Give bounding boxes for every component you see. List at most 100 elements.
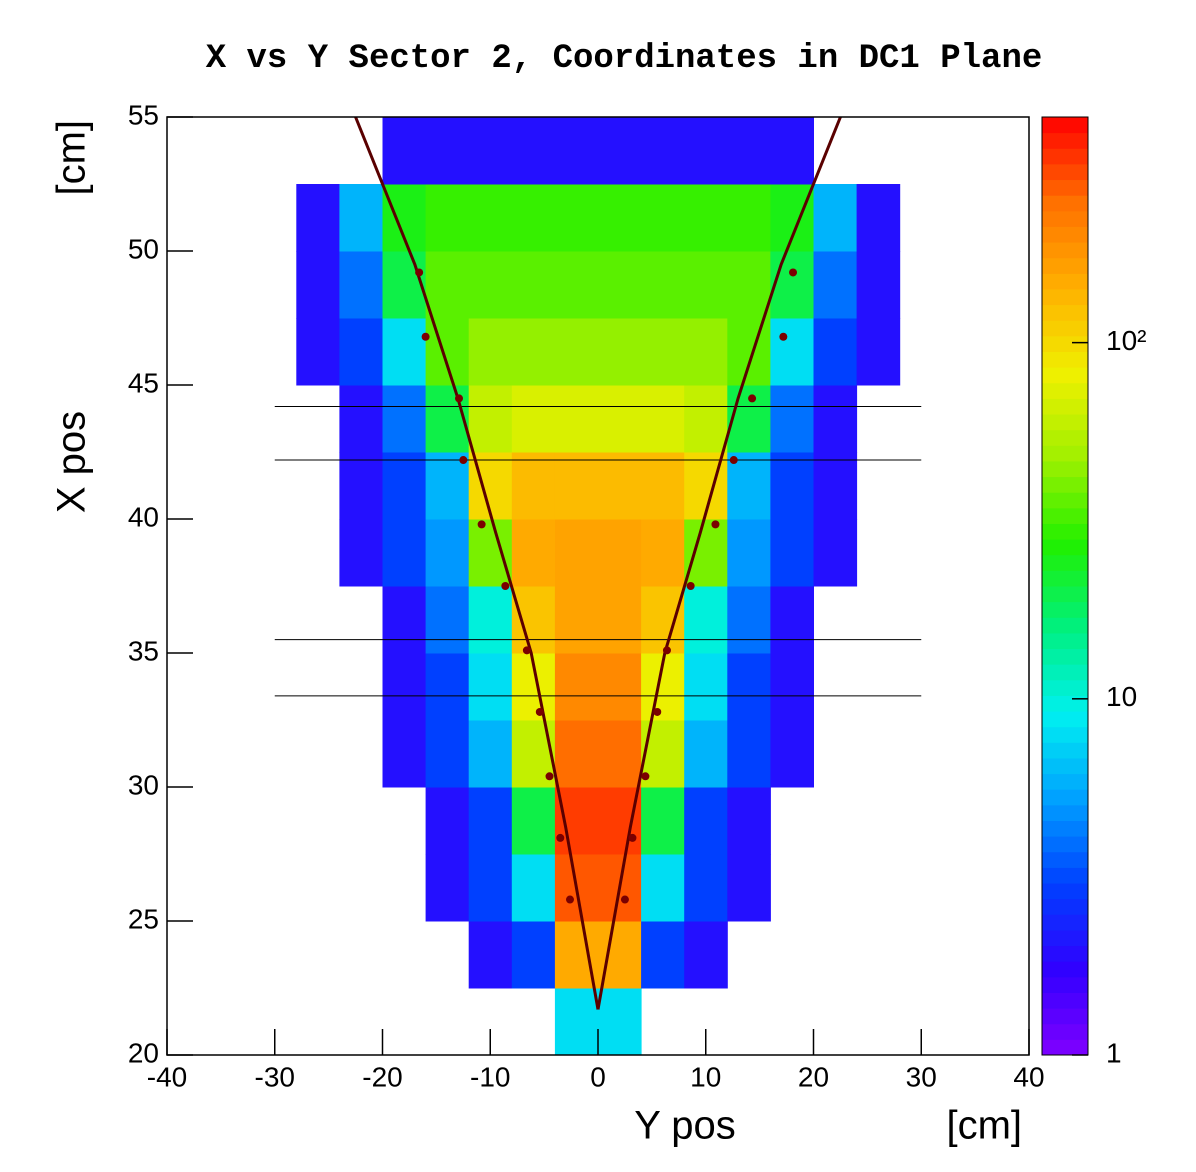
marker: [565, 895, 574, 904]
heatmap-cell: [684, 720, 728, 788]
marker: [620, 895, 629, 904]
heatmap-cell: [468, 385, 513, 453]
colorbar-segment: [1042, 820, 1088, 837]
colorbar-segment: [1042, 742, 1088, 759]
colorbar-segment: [1042, 851, 1088, 868]
x-tick-label: -40: [147, 1061, 187, 1092]
marker: [711, 520, 720, 529]
heatmap-cell: [339, 251, 383, 319]
colorbar-segment: [1042, 507, 1088, 524]
heatmap-cell: [856, 318, 901, 386]
heatmap-cell: [339, 452, 383, 520]
x-axis-unit: [cm]: [946, 1104, 1022, 1148]
heatmap-cell: [468, 854, 513, 922]
heatmap-cell: [684, 787, 728, 855]
colorbar-segment: [1042, 1039, 1088, 1056]
heatmap-cell: [598, 184, 642, 252]
heatmap-cell: [598, 720, 642, 788]
heatmap-cell: [813, 184, 858, 252]
heatmap-cell: [684, 854, 728, 922]
heatmap-cell: [770, 117, 814, 185]
heatmap-cell: [382, 117, 427, 185]
heatmap-cell: [468, 720, 513, 788]
heatmap-cell: [598, 452, 642, 520]
colorbar-segment: [1042, 163, 1088, 181]
heatmap-cell: [554, 586, 599, 654]
heatmap-cell: [770, 452, 814, 520]
marker: [686, 582, 695, 590]
heatmap-cell: [641, 519, 685, 587]
heatmap-cell: [598, 653, 642, 721]
heatmap-cell: [554, 519, 599, 587]
heatmap-cell: [727, 586, 771, 654]
heatmap-cell: [813, 385, 858, 453]
heatmap-cell: [641, 921, 685, 989]
heatmap-cell: [727, 519, 771, 587]
heatmap-cell: [770, 385, 814, 453]
heatmap-cell: [511, 519, 556, 587]
heatmap-cell: [468, 519, 513, 587]
heatmap-cell: [296, 251, 340, 319]
heatmap-cell: [382, 452, 427, 520]
heatmap-cell: [425, 251, 470, 319]
heatmap-cell: [425, 720, 470, 788]
x-tick-label: -30: [255, 1061, 295, 1092]
colorbar-segment: [1042, 195, 1088, 212]
heatmap-cell: [468, 318, 513, 386]
heatmap-cell: [598, 586, 642, 654]
colorbar-segment: [1042, 1023, 1088, 1040]
colorbar-segment: [1042, 288, 1088, 306]
heatmap-cell: [770, 720, 814, 788]
heatmap-cell: [684, 385, 728, 453]
heatmap-cell: [511, 117, 556, 185]
x-tick-label: 30: [906, 1061, 937, 1092]
heatmap-cell: [727, 184, 771, 252]
heatmap-cell: [425, 184, 470, 252]
colorbar-segment: [1042, 179, 1088, 196]
heatmap-cell: [382, 653, 427, 721]
heatmap-cell: [511, 385, 556, 453]
heatmap-cell: [727, 720, 771, 788]
heatmap-cell: [468, 184, 513, 252]
heatmap-cell: [727, 787, 771, 855]
colorbar-tick-label: 10: [1106, 681, 1137, 712]
colorbar-segment: [1042, 586, 1088, 603]
heatmap-cell: [425, 653, 470, 721]
colorbar-segment: [1042, 914, 1088, 931]
heatmap-cell: [641, 854, 685, 922]
heatmap-cell: [641, 251, 685, 319]
heatmap-cell: [684, 184, 728, 252]
colorbar-tick-label: 10²: [1106, 325, 1146, 356]
heatmap-cell: [598, 519, 642, 587]
heatmap-cell: [598, 318, 642, 386]
colorbar-segment: [1042, 148, 1088, 165]
heatmap-cell: [684, 519, 728, 587]
heatmap-cell: [382, 251, 427, 319]
heatmap-cell: [468, 921, 513, 989]
fit-line: [354, 116, 600, 1010]
heatmap-cell: [641, 787, 685, 855]
heatmap-cell: [856, 184, 901, 252]
heatmap-cell: [425, 854, 470, 922]
heatmap-cell: [727, 117, 771, 185]
colorbar-segment: [1042, 695, 1088, 712]
colorbar-segment: [1042, 836, 1088, 853]
marker: [662, 646, 671, 655]
heatmap-cell: [468, 787, 513, 855]
colorbar-segment: [1042, 945, 1088, 962]
y-tick-label: 30: [128, 769, 159, 800]
y-axis-title: X pos: [50, 411, 94, 513]
heatmap-cell: [339, 519, 383, 587]
colorbar-segment: [1042, 429, 1088, 446]
heatmap-cell: [425, 519, 470, 587]
y-tick-label: 20: [128, 1037, 159, 1068]
colorbar-segment: [1042, 773, 1088, 790]
heatmap-cell: [382, 385, 427, 453]
heatmap-cell: [727, 653, 771, 721]
heatmap-cell: [425, 117, 470, 185]
heatmap-cell: [598, 385, 642, 453]
colorbar-segment: [1042, 617, 1088, 634]
colorbar-segment: [1042, 351, 1088, 368]
marker: [748, 394, 757, 403]
heatmap-cell: [425, 586, 470, 654]
